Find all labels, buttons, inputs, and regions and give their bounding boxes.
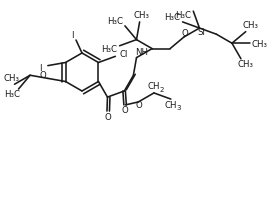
Text: I: I <box>39 64 42 73</box>
Text: O: O <box>122 106 128 115</box>
Text: O: O <box>39 71 46 80</box>
Text: H₃C: H₃C <box>102 45 118 54</box>
Text: H₃C: H₃C <box>175 11 191 20</box>
Text: H₃C: H₃C <box>4 89 20 98</box>
Text: 2: 2 <box>160 87 164 93</box>
Text: CH₃: CH₃ <box>243 21 259 30</box>
Text: CH₃: CH₃ <box>134 11 150 20</box>
Text: O: O <box>136 101 143 110</box>
Text: I: I <box>71 31 73 40</box>
Text: 3: 3 <box>177 105 181 111</box>
Text: CH₃: CH₃ <box>4 74 20 83</box>
Text: H₃C: H₃C <box>165 13 181 22</box>
Text: CH: CH <box>165 101 177 110</box>
Text: H₃C: H₃C <box>107 17 123 26</box>
Text: NH: NH <box>135 48 148 57</box>
Text: CH₃: CH₃ <box>252 40 268 49</box>
Text: Cl: Cl <box>119 50 128 59</box>
Text: O: O <box>181 28 188 37</box>
Text: O: O <box>104 113 111 122</box>
Text: CH₃: CH₃ <box>238 60 254 69</box>
Text: Si: Si <box>197 28 206 37</box>
Text: CH: CH <box>148 82 160 91</box>
